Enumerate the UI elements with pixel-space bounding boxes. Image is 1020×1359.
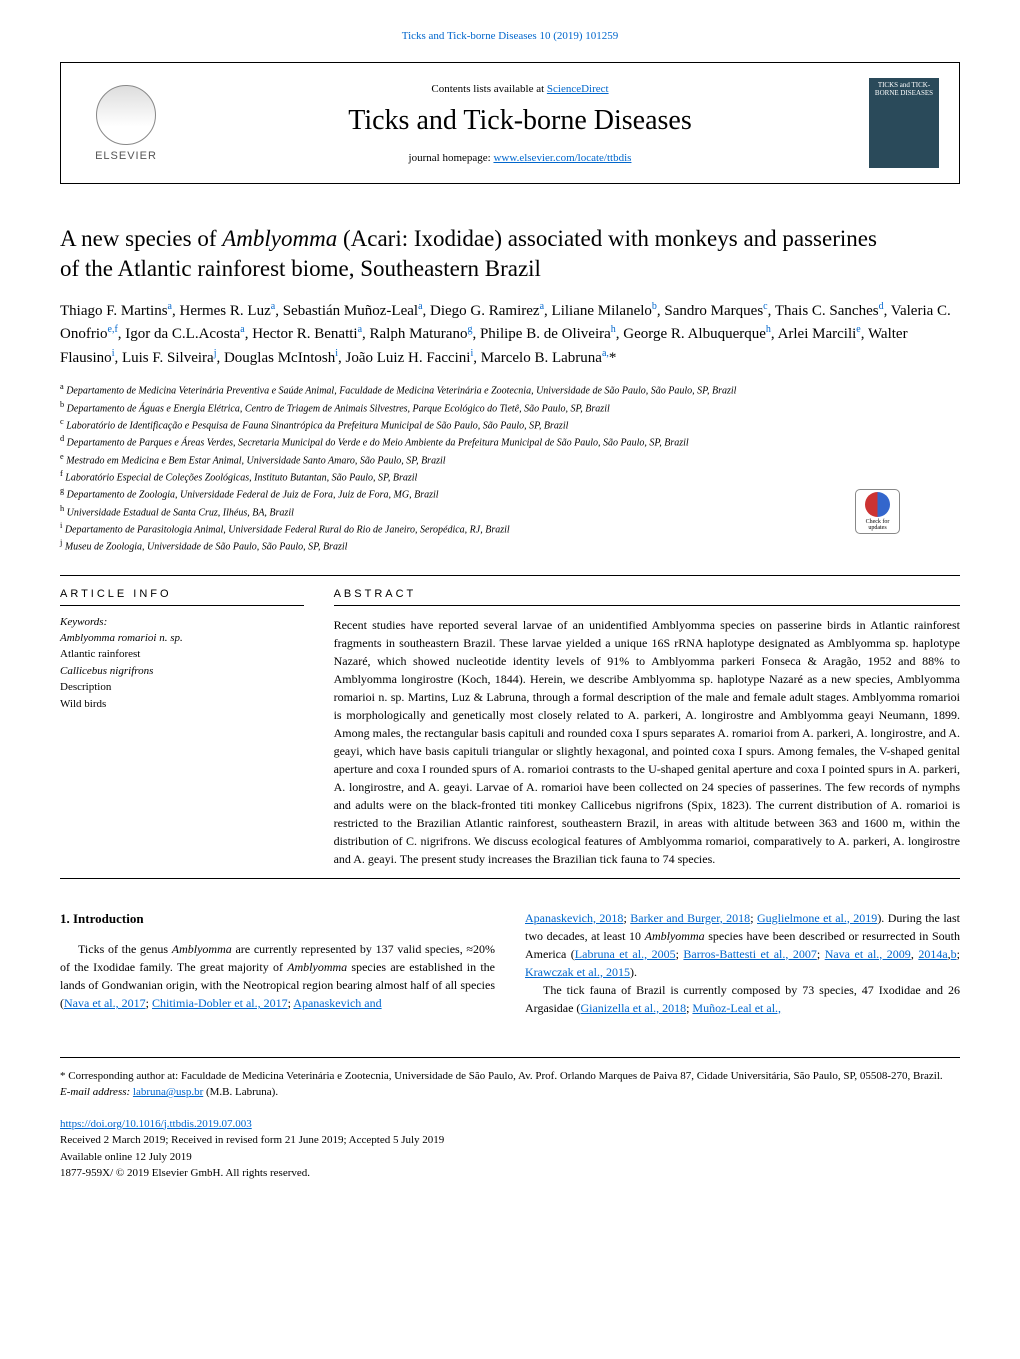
publisher-name: ELSEVIER (95, 150, 157, 162)
affiliation-line: i Departamento de Parasitologia Animal, … (60, 520, 960, 537)
affiliations-list: a Departamento de Medicina Veterinária P… (60, 381, 960, 554)
affiliation-line: b Departamento de Águas e Energia Elétri… (60, 399, 960, 416)
contents-available-line: Contents lists available at ScienceDirec… (171, 83, 869, 95)
keyword-item: Wild birds (60, 696, 304, 713)
abstract-divider (334, 605, 960, 606)
affiliation-line: h Universidade Estadual de Santa Cruz, I… (60, 503, 960, 520)
publisher-logo: ELSEVIER (81, 78, 171, 168)
sciencedirect-link[interactable]: ScienceDirect (547, 83, 609, 95)
check-updates-label: Check for updates (856, 519, 899, 531)
section-divider (60, 575, 960, 576)
corresponding-email-link[interactable]: labruna@usp.br (133, 1086, 203, 1098)
elsevier-tree-icon (96, 85, 156, 145)
homepage-prefix: journal homepage: (409, 152, 494, 164)
affiliation-line: c Laboratório de Identificação e Pesquis… (60, 416, 960, 433)
footnote-section: * Corresponding author at: Faculdade de … (60, 1057, 960, 1101)
received-dates: Received 2 March 2019; Received in revis… (60, 1132, 960, 1149)
journal-reference: Ticks and Tick-borne Diseases 10 (2019) … (60, 30, 960, 42)
crossmark-icon (865, 492, 890, 517)
affiliation-line: a Departamento de Medicina Veterinária P… (60, 381, 960, 398)
journal-header: ELSEVIER Contents lists available at Sci… (60, 62, 960, 184)
abstract-bottom-divider (60, 878, 960, 879)
affiliation-line: g Departamento de Zoologia, Universidade… (60, 485, 960, 502)
email-suffix: (M.B. Labruna). (203, 1086, 278, 1098)
title-italic: Amblyomma (222, 226, 337, 251)
email-label: E-mail address: (60, 1086, 133, 1098)
article-title: A new species of Amblyomma (Acari: Ixodi… (60, 224, 960, 284)
homepage-link[interactable]: www.elsevier.com/locate/ttbdis (493, 152, 631, 164)
authors-list: Thiago F. Martinsa, Hermes R. Luza, Seba… (60, 299, 960, 370)
corresponding-author-note: * Corresponding author at: Faculdade de … (60, 1068, 960, 1085)
journal-cover-thumbnail: TICKS and TICK-BORNE DISEASES (869, 78, 939, 168)
journal-homepage-line: journal homepage: www.elsevier.com/locat… (171, 152, 869, 164)
keyword-item: Atlantic rainforest (60, 646, 304, 663)
abstract-text: Recent studies have reported several lar… (334, 616, 960, 868)
affiliation-line: e Mestrado em Medicina e Bem Estar Anima… (60, 451, 960, 468)
doi-section: https://doi.org/10.1016/j.ttbdis.2019.07… (60, 1116, 960, 1182)
check-updates-badge[interactable]: Check for updates (855, 489, 900, 534)
keyword-item: Callicebus nigrifrons (60, 663, 304, 680)
intro-paragraph-3: The tick fauna of Brazil is currently co… (525, 981, 960, 1017)
info-divider (60, 605, 304, 606)
keywords-list: Amblyomma romarioi n. sp.Atlantic rainfo… (60, 630, 304, 713)
available-online-date: Available online 12 July 2019 (60, 1149, 960, 1166)
doi-link[interactable]: https://doi.org/10.1016/j.ttbdis.2019.07… (60, 1118, 252, 1130)
title-part1: A new species of (60, 226, 222, 251)
keyword-item: Amblyomma romarioi n. sp. (60, 630, 304, 647)
keywords-label: Keywords: (60, 616, 304, 628)
abstract-label: ABSTRACT (334, 588, 960, 600)
article-info-label: ARTICLE INFO (60, 588, 304, 600)
journal-title: Ticks and Tick-borne Diseases (171, 105, 869, 137)
contents-prefix: Contents lists available at (431, 83, 546, 95)
intro-paragraph-2: Apanaskevich, 2018; Barker and Burger, 2… (525, 909, 960, 981)
affiliation-line: j Museu de Zoologia, Universidade de São… (60, 537, 960, 554)
intro-paragraph-1: Ticks of the genus Amblyomma are current… (60, 940, 495, 1012)
copyright-line: 1877-959X/ © 2019 Elsevier GmbH. All rig… (60, 1165, 960, 1182)
affiliation-line: f Laboratório Especial de Coleções Zooló… (60, 468, 960, 485)
introduction-heading: 1. Introduction (60, 909, 495, 929)
keyword-item: Description (60, 679, 304, 696)
affiliation-line: d Departamento de Parques e Áreas Verdes… (60, 433, 960, 450)
